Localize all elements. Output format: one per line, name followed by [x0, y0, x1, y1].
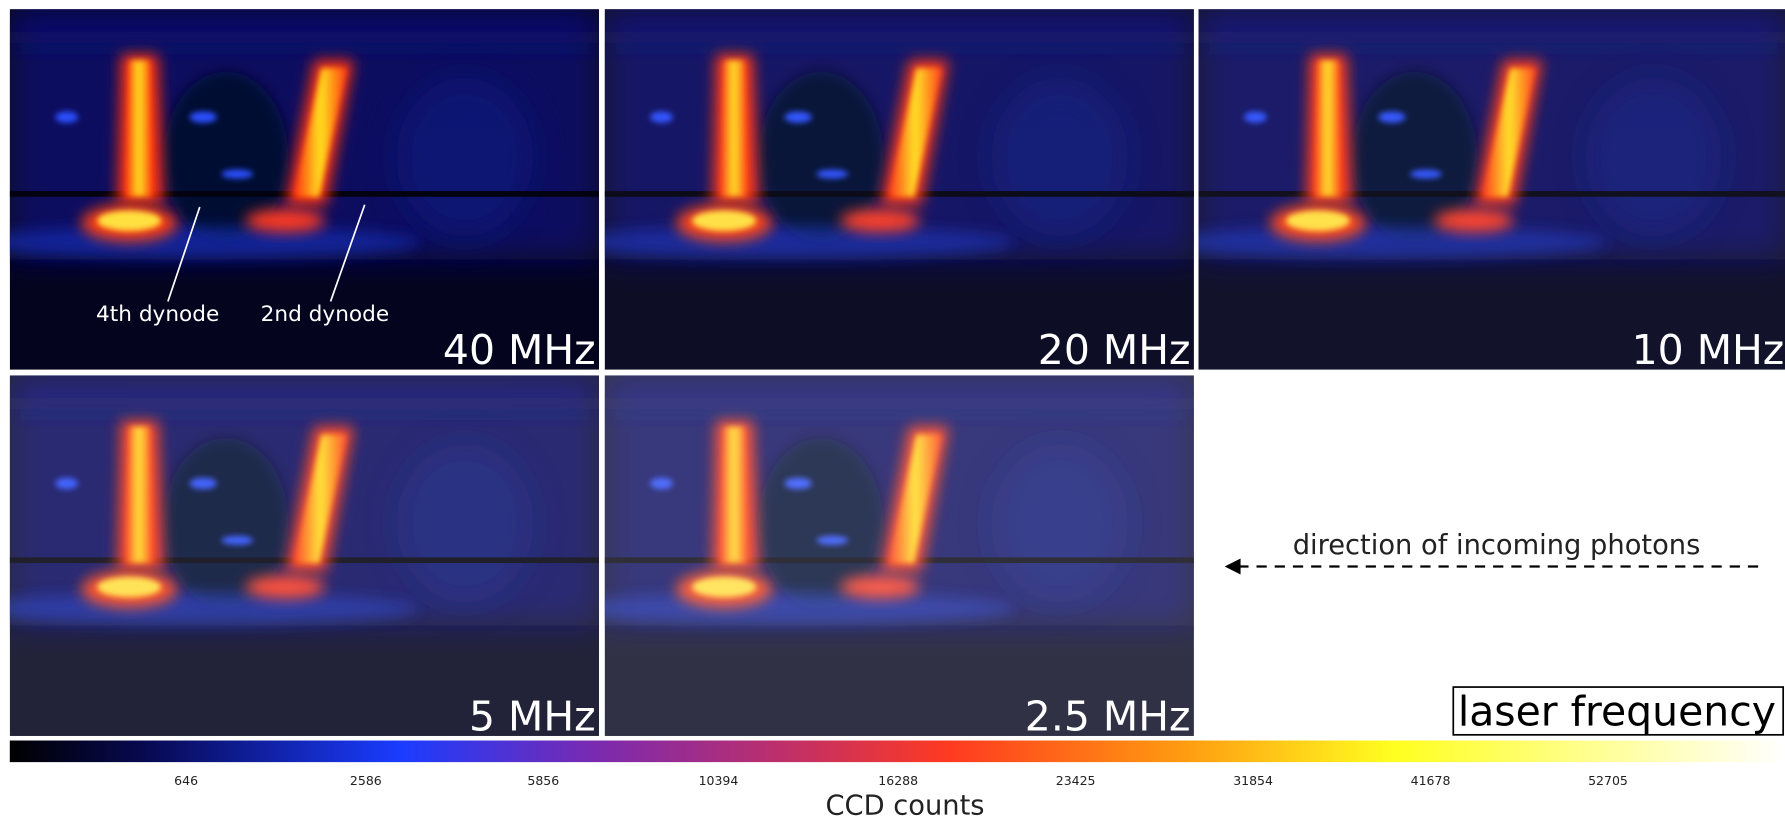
colorbar-tick-label: 2586 — [350, 773, 382, 788]
panel-label: 2.5 MHz — [1025, 692, 1191, 740]
ccd-image — [559, 9, 1194, 370]
colorbar-tick-label: 646 — [174, 773, 198, 788]
ccd-image — [1153, 9, 1785, 370]
ccd-panel: 10 MHz — [1153, 9, 1785, 374]
figure: 40 MHz 20 MHz 10 MHz 5 MHz 2.5 MHz 4th dynode… — [0, 0, 1785, 819]
ccd-image — [0, 375, 599, 736]
arrow-head — [1225, 559, 1241, 575]
panel-label: 10 MHz — [1632, 326, 1785, 374]
colorbar-tick-label: 31854 — [1233, 773, 1273, 788]
ccd-panel: 2.5 MHz — [559, 375, 1194, 740]
colorbar-tick-label: 41678 — [1411, 773, 1451, 788]
panel-label: 5 MHz — [469, 692, 596, 740]
ccd-image — [559, 375, 1194, 736]
arrow-label: direction of incoming photons — [1293, 530, 1701, 561]
page: {"panels": [{"label": "40 MHz"}, {"label… — [0, 0, 1785, 819]
legend-label: laser frequency — [1458, 688, 1776, 736]
panel-label: 20 MHz — [1038, 326, 1191, 374]
ccd-panel: 20 MHz — [559, 9, 1194, 374]
colorbar-label: CCD counts — [825, 790, 984, 819]
colorbar-tick-label: 10394 — [699, 773, 739, 788]
colorbar-tick-label: 5856 — [527, 773, 559, 788]
ccd-panel: 5 MHz — [0, 375, 599, 740]
annotation: 4th dynode — [96, 302, 219, 327]
colorbar-tick-label: 23425 — [1056, 773, 1096, 788]
annotation: 2nd dynode — [261, 302, 389, 327]
colorbar-tick-label: 16288 — [878, 773, 918, 788]
colorbar — [10, 741, 1785, 763]
colorbar-tick-label: 52705 — [1588, 773, 1628, 788]
panel-label: 40 MHz — [443, 326, 596, 374]
